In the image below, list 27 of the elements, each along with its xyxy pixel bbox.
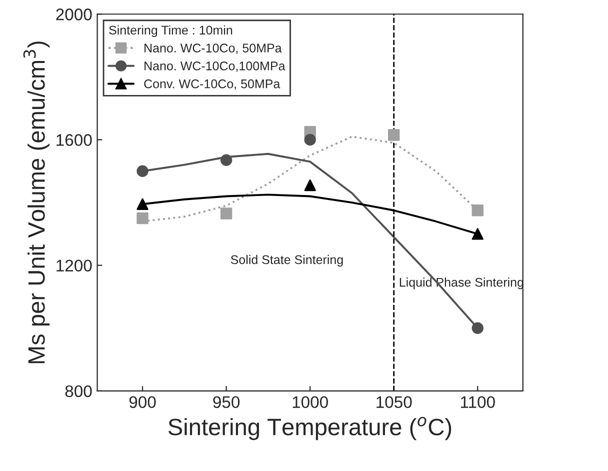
point xyxy=(472,322,484,334)
point xyxy=(472,204,484,216)
point xyxy=(220,154,232,166)
point xyxy=(136,165,148,177)
legend-label: Nano. WC-10Co,100MPa xyxy=(144,62,286,72)
y-tick-label: 1600 xyxy=(56,134,92,146)
point xyxy=(472,228,484,240)
point xyxy=(136,198,148,210)
point xyxy=(388,129,400,141)
point xyxy=(304,179,316,192)
x-tick-label: 1000 xyxy=(292,396,328,408)
x-tick-label: 1100 xyxy=(460,396,495,408)
x-tick-label: 950 xyxy=(213,396,240,408)
annotation: Solid State Sintering xyxy=(230,254,343,267)
point xyxy=(220,208,232,220)
y-tick-label: 1200 xyxy=(56,260,92,272)
legend-label: Conv. WC-10Co, 50MPa xyxy=(144,79,280,90)
legend-label: Nano. WC-10Co, 50MPa xyxy=(144,44,282,54)
y-tick-label: 800 xyxy=(65,385,92,398)
x-tick-label: 900 xyxy=(129,396,156,408)
x-tick-label: 1050 xyxy=(376,396,412,408)
point xyxy=(136,212,148,224)
point xyxy=(304,134,316,146)
y-tick-label: 2000 xyxy=(56,8,92,20)
y-axis-title: Ms per Unit Volume (emu/cm$^{3}$) xyxy=(23,42,50,364)
x-axis-title: Sintering Temperature ($^{o}$C) xyxy=(168,416,452,440)
legend-title: Sintering Time : 10min xyxy=(109,25,232,38)
